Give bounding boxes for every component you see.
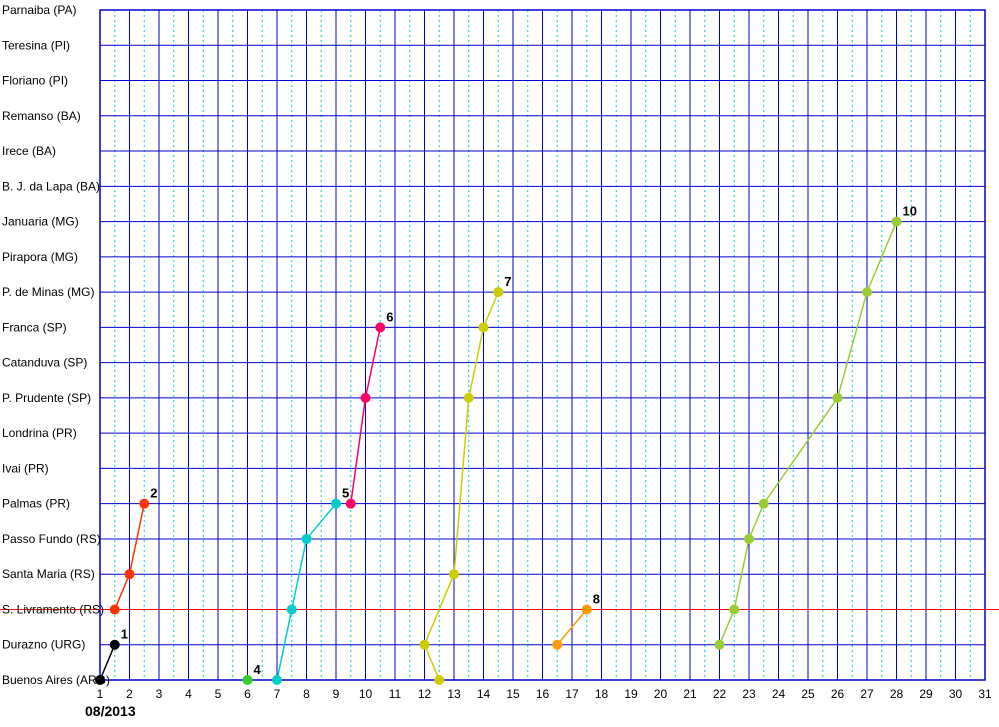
x-label: 16 [536, 687, 550, 701]
series-point [833, 393, 843, 403]
y-label: Buenos Aires (ARG) [2, 673, 110, 687]
y-label: B. J. da Lapa (BA) [2, 179, 100, 193]
series-point [729, 604, 739, 614]
series-point [125, 569, 135, 579]
x-label: 10 [359, 687, 373, 701]
x-label: 13 [447, 687, 461, 701]
series-point [243, 675, 253, 685]
y-label: Santa Maria (RS) [2, 567, 95, 581]
series-label: 1 [121, 627, 128, 642]
y-label: Catanduva (SP) [2, 356, 87, 370]
y-label: Durazno (URG) [2, 638, 85, 652]
x-label: 29 [919, 687, 933, 701]
x-label: 23 [742, 687, 756, 701]
chart-svg: Parnaiba (PA) Teresina (PI) Floriano (PI) R… [0, 0, 999, 727]
x-label: 1 [97, 687, 104, 701]
y-label: Teresina (PI) [2, 38, 70, 52]
series-point [346, 499, 356, 509]
series-point [715, 640, 725, 650]
x-label: 30 [949, 687, 963, 701]
x-label: 24 [772, 687, 786, 701]
x-label: 22 [713, 687, 727, 701]
x-label: 11 [389, 687, 402, 701]
x-label: 18 [595, 687, 609, 701]
series-point [744, 534, 754, 544]
series-point [862, 287, 872, 297]
y-label: Floriano (PI) [2, 74, 68, 88]
series-point [420, 640, 430, 650]
x-label: 31 [978, 687, 992, 701]
y-label: Palmas (PR) [2, 497, 70, 511]
y-label: Ivai (PR) [2, 461, 49, 475]
x-label: 28 [890, 687, 904, 701]
y-label: Januaria (MG) [2, 215, 79, 229]
y-label: Irece (BA) [2, 144, 56, 158]
series-point [110, 604, 120, 614]
y-label: P. Prudente (SP) [2, 391, 91, 405]
series-point [361, 393, 371, 403]
chart-bg [0, 0, 999, 727]
series-point [434, 675, 444, 685]
series-point [759, 499, 769, 509]
x-label: 3 [156, 687, 163, 701]
x-label: 19 [624, 687, 638, 701]
series-point [892, 217, 902, 227]
x-label: 4 [185, 687, 192, 701]
x-label: 7 [274, 687, 281, 701]
x-label: 9 [333, 687, 340, 701]
series-label: 4 [254, 662, 262, 677]
y-label: P. de Minas (MG) [2, 285, 94, 299]
x-label: 5 [215, 687, 222, 701]
series-point [375, 322, 385, 332]
series-point [493, 287, 503, 297]
x-label: 17 [565, 687, 579, 701]
series-point [582, 604, 592, 614]
chart-container: Parnaiba (PA) Teresina (PI) Floriano (PI) R… [0, 0, 999, 727]
series-point [287, 604, 297, 614]
y-label: Londrina (PR) [2, 426, 77, 440]
x-label: 2 [126, 687, 133, 701]
x-label: 12 [418, 687, 432, 701]
series-label: 7 [504, 274, 511, 289]
x-label: 6 [244, 687, 251, 701]
y-label: Remanso (BA) [2, 109, 81, 123]
x-label: 27 [860, 687, 874, 701]
x-label: 21 [683, 687, 697, 701]
y-label: Pirapora (MG) [2, 250, 78, 264]
y-label: S. Livramento (RS) [2, 602, 104, 616]
x-label: 26 [831, 687, 845, 701]
series-label: 2 [150, 486, 157, 501]
series-label: 5 [342, 486, 349, 501]
series-point [110, 640, 120, 650]
x-label: 8 [303, 687, 310, 701]
y-label: Parnaiba (PA) [2, 3, 76, 17]
series-point [139, 499, 149, 509]
series-point [272, 675, 282, 685]
y-label: Franca (SP) [2, 320, 67, 334]
series-point [464, 393, 474, 403]
series-point [95, 675, 105, 685]
x-label: 25 [801, 687, 815, 701]
x-label: 14 [477, 687, 491, 701]
series-point [449, 569, 459, 579]
series-point [331, 499, 341, 509]
series-point [552, 640, 562, 650]
series-label: 6 [386, 309, 393, 324]
date-label: 08/2013 [85, 703, 136, 719]
y-label: Passo Fundo (RS) [2, 532, 101, 546]
series-label: 10 [903, 204, 917, 219]
x-label: 15 [506, 687, 520, 701]
series-point [302, 534, 312, 544]
series-label: 8 [593, 591, 600, 606]
series-point [479, 322, 489, 332]
x-label: 20 [654, 687, 668, 701]
